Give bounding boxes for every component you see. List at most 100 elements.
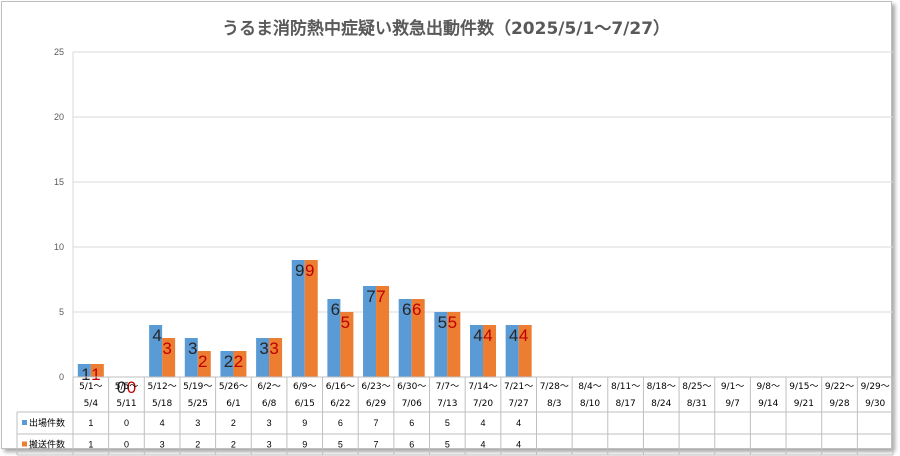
bar-dispatch xyxy=(291,260,305,377)
y-tick-label: 5 xyxy=(59,307,64,317)
category-label: 9/21 xyxy=(794,399,814,409)
table-cell: 3 xyxy=(267,418,272,428)
category-label: 8/11～ xyxy=(611,382,640,392)
y-tick-label: 15 xyxy=(54,177,64,187)
table-cell: 0 xyxy=(124,440,129,450)
category-label: 7/13 xyxy=(437,399,457,409)
table-cell: 6 xyxy=(338,418,343,428)
table-cell: 9 xyxy=(302,440,307,450)
bar-dispatch xyxy=(363,286,377,377)
bar-dispatch xyxy=(149,325,163,377)
category-label: 7/14～ xyxy=(468,382,497,392)
legend-key xyxy=(22,441,27,447)
data-label: 5 xyxy=(341,313,350,332)
bars xyxy=(77,260,532,377)
table-cell: 1 xyxy=(88,418,93,428)
category-label: 6/8 xyxy=(262,399,277,409)
category-label: 5/25 xyxy=(188,399,208,409)
bar-dispatch xyxy=(77,364,91,377)
category-label: 6/23～ xyxy=(361,382,390,392)
bar-transport xyxy=(90,364,104,377)
bar-dispatch xyxy=(505,325,519,377)
category-label: 8/10 xyxy=(580,399,600,409)
bar-transport xyxy=(447,312,461,377)
category-label: 9/7 xyxy=(725,399,739,409)
bar-dispatch xyxy=(184,338,198,377)
table-cell: 7 xyxy=(374,440,379,450)
y-axis: 0 5 10 15 20 25 xyxy=(54,47,64,382)
y-tick-label: 25 xyxy=(54,47,64,57)
table-cell: 4 xyxy=(160,418,165,428)
table-cell: 7 xyxy=(374,418,379,428)
table-cell: 4 xyxy=(480,418,485,428)
category-label: 8/17 xyxy=(615,399,635,409)
legend-key xyxy=(22,420,27,425)
bar-transport xyxy=(197,351,211,377)
category-label: 7/7～ xyxy=(436,382,460,392)
data-label: 2 xyxy=(198,352,207,371)
data-label: 5 xyxy=(448,313,457,332)
category-label: 5/1～ xyxy=(79,382,103,392)
bar-dispatch xyxy=(327,299,341,377)
category-label: 8/18～ xyxy=(647,382,676,392)
data-label: 6 xyxy=(331,300,340,319)
data-label: 4 xyxy=(483,326,492,345)
bar-transport xyxy=(411,299,425,377)
category-label: 9/22～ xyxy=(825,382,854,392)
category-label: 7/28～ xyxy=(540,382,569,392)
category-label: 6/9～ xyxy=(293,382,317,392)
table-cell: 2 xyxy=(231,418,236,428)
bar-transport xyxy=(340,312,354,377)
data-label: 9 xyxy=(295,261,304,280)
table-cell: 1 xyxy=(88,440,93,450)
table-cell: 0 xyxy=(124,418,129,428)
category-label: 9/15～ xyxy=(789,382,818,392)
category-label: 7/20 xyxy=(473,399,493,409)
data-label: 9 xyxy=(305,261,314,280)
legend-label: 出場件数 xyxy=(29,417,65,429)
data-label: 6 xyxy=(402,300,411,319)
bar-transport xyxy=(518,325,532,377)
category-label: 6/16～ xyxy=(326,382,355,392)
category-label: 9/1～ xyxy=(721,382,745,392)
category-label: 6/29 xyxy=(366,399,386,409)
data-label: 0 xyxy=(127,378,136,397)
category-label: 8/3 xyxy=(547,399,561,409)
data-table: 5/1～ 5/4 5/5～ 5/11 5/12～ 5/18 5/19～ 5/25 5/26～ 6/… xyxy=(16,376,894,456)
bar-transport xyxy=(483,325,496,377)
table-cell: 5 xyxy=(445,440,450,450)
category-label: 9/29～ xyxy=(861,382,890,392)
category-label: 9/28 xyxy=(829,399,849,409)
category-label: 6/2～ xyxy=(257,382,281,392)
data-label: 4 xyxy=(473,326,482,345)
category-label: 6/30～ xyxy=(397,382,426,392)
data-label: 3 xyxy=(269,339,278,358)
data-label: 4 xyxy=(152,326,161,345)
data-label: 2 xyxy=(234,352,243,371)
bar-transport xyxy=(304,260,318,377)
table-cell: 5 xyxy=(338,440,343,450)
category-label: 8/25～ xyxy=(682,382,711,392)
bar-transport xyxy=(162,338,176,377)
category-label: 9/8～ xyxy=(756,382,780,392)
category-label: 7/27 xyxy=(509,399,529,409)
chart-title: うるま消防熱中症疑い救急出動件数（2025/5/1～7/27） xyxy=(222,18,670,39)
table-cell: 5 xyxy=(445,418,450,428)
data-label: 3 xyxy=(259,339,268,358)
table-cell: 4 xyxy=(516,440,521,450)
table-cell: 3 xyxy=(195,418,200,428)
data-label: 7 xyxy=(376,287,385,306)
bar-dispatch xyxy=(434,312,448,377)
category-label: 6/22 xyxy=(330,399,350,409)
category-label: 6/1 xyxy=(226,399,240,409)
category-label: 5/12～ xyxy=(148,382,177,392)
data-label: 3 xyxy=(188,339,197,358)
data-label: 4 xyxy=(509,326,518,345)
category-label: 8/4～ xyxy=(578,382,602,392)
data-label: 0 xyxy=(117,378,126,397)
data-label: 2 xyxy=(224,352,233,371)
data-label: 5 xyxy=(438,313,447,332)
data-label: 1 xyxy=(81,365,90,384)
data-label: 7 xyxy=(366,287,375,306)
